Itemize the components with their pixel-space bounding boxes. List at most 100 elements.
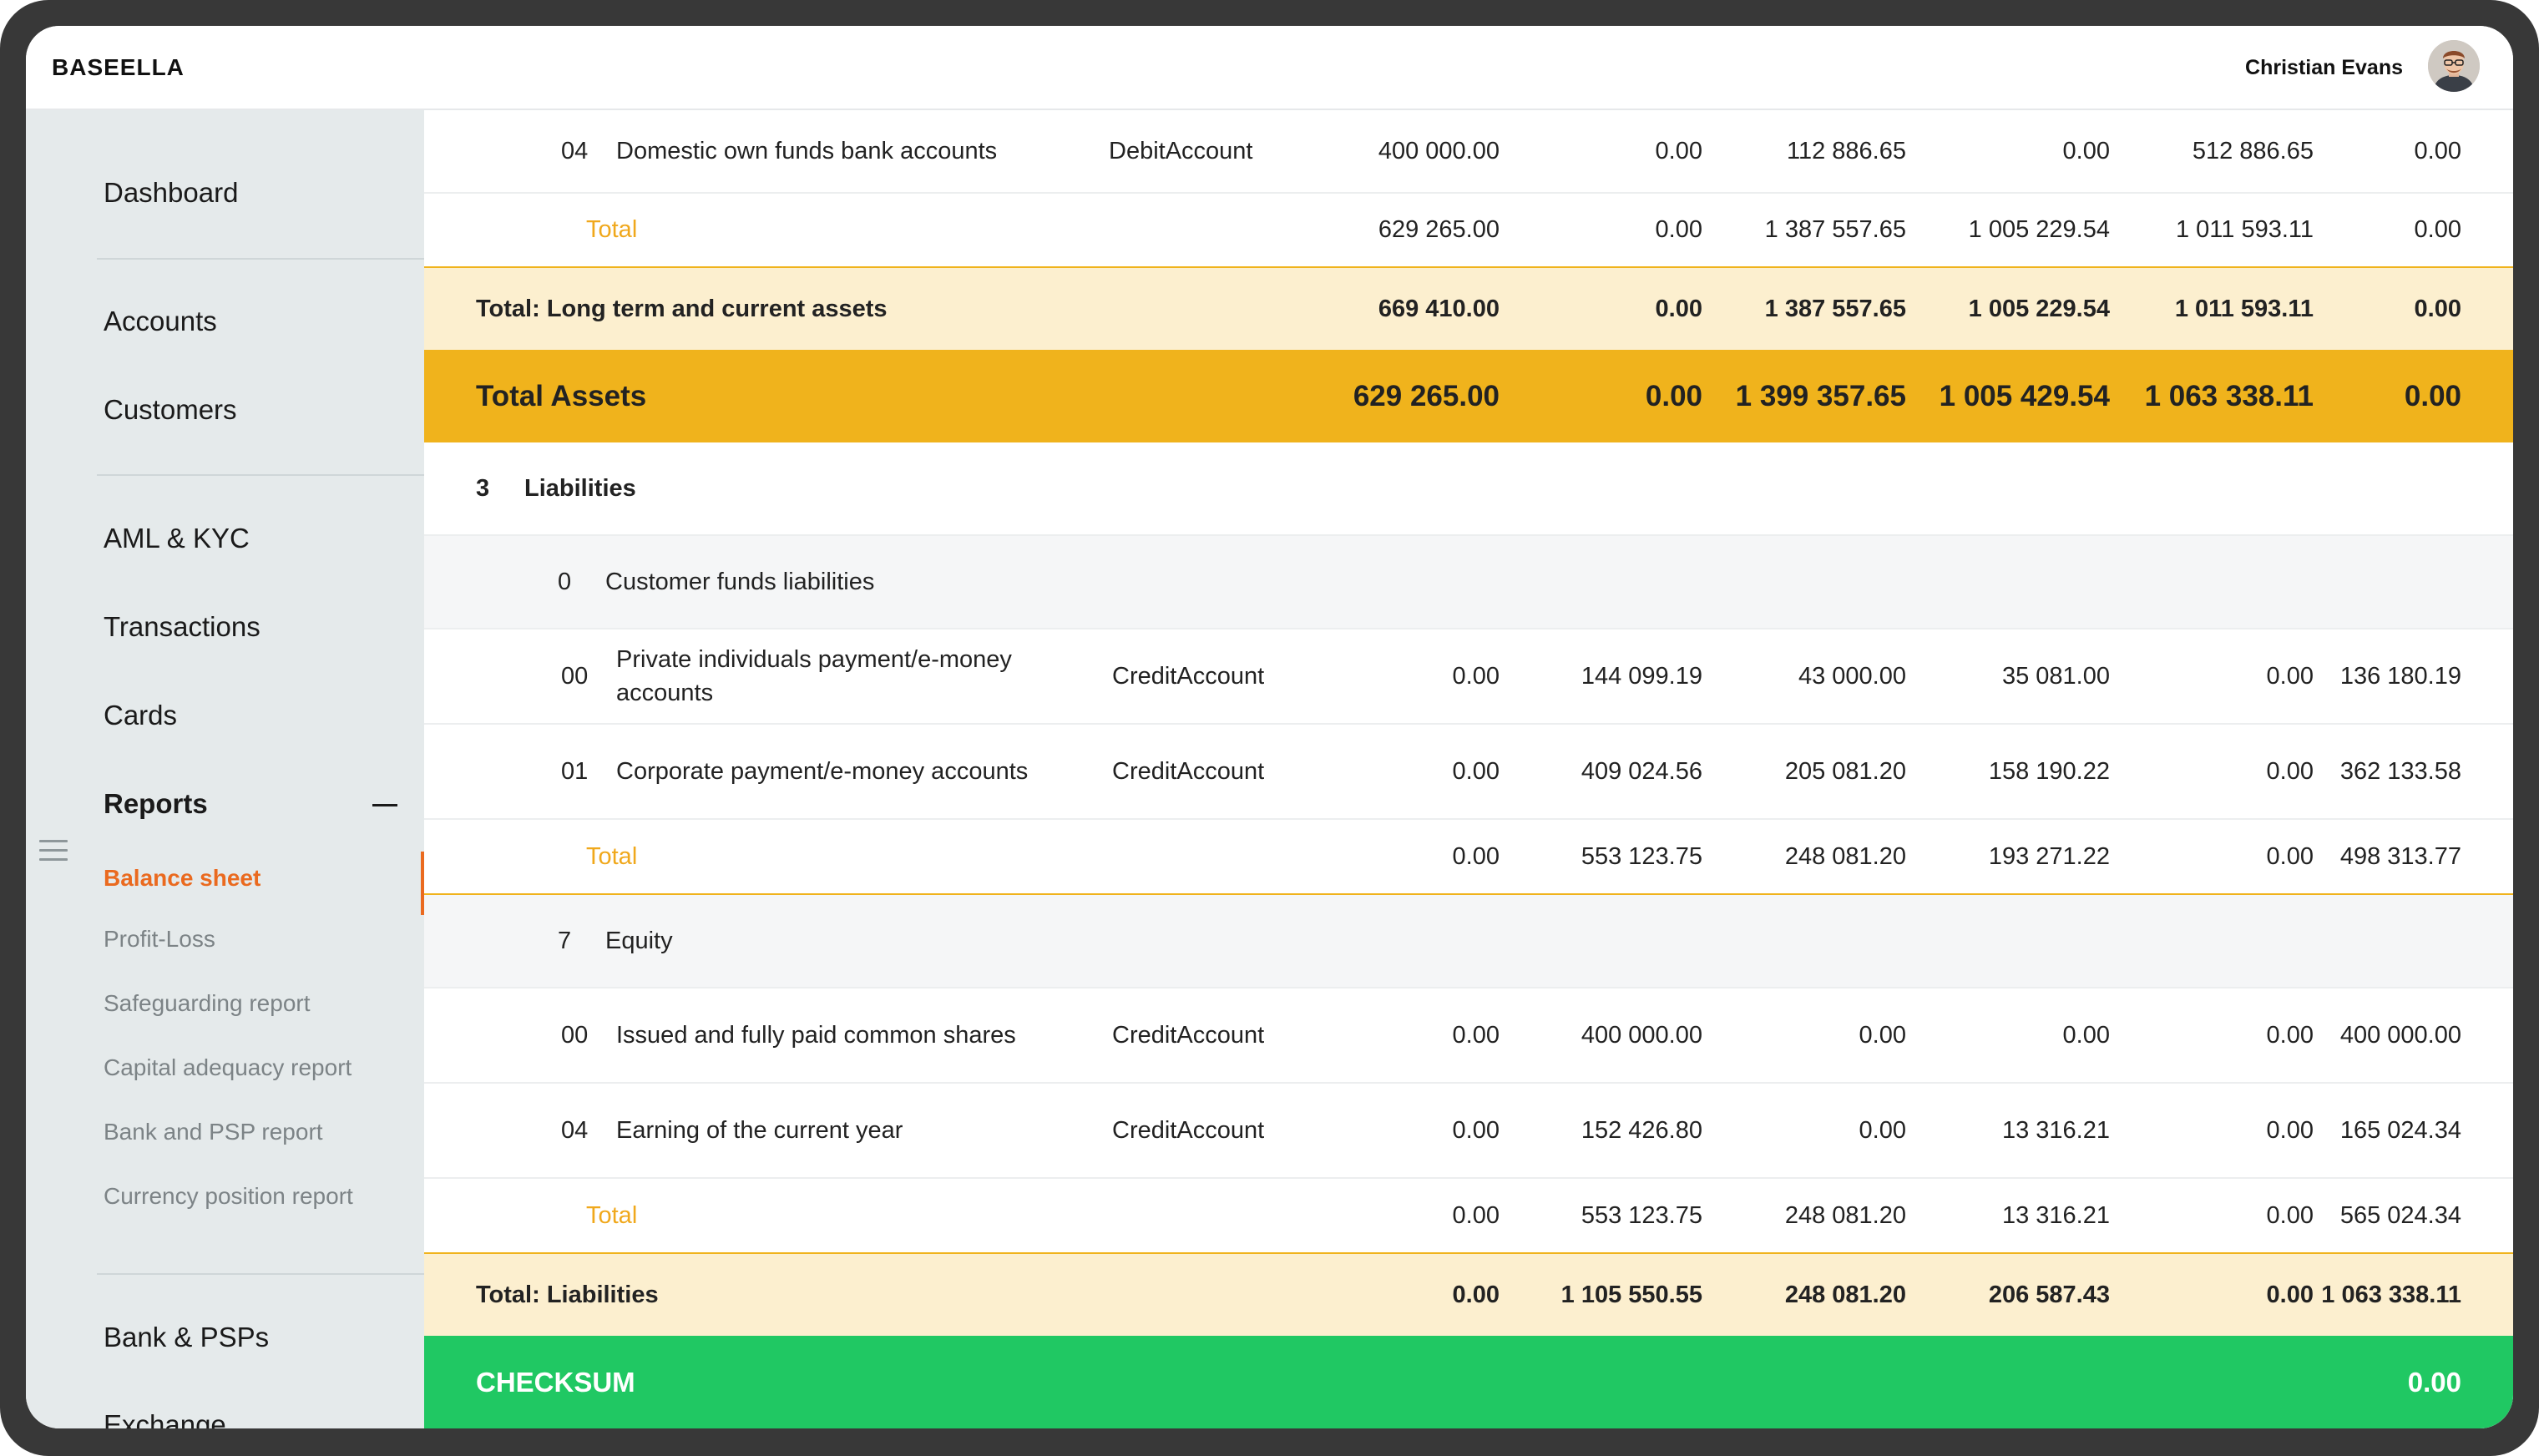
cell-value: 205 081.20 (1784, 757, 1906, 785)
cell-value: 0.00 (1655, 137, 1702, 164)
account-type: CreditAccount (1112, 757, 1265, 785)
sidebar-item-customers[interactable]: Customers (104, 394, 237, 425)
account-code: 01 (561, 757, 589, 785)
cell-value: 1 387 557.65 (1764, 216, 1906, 243)
cell-value: 43 000.00 (1798, 662, 1906, 690)
cell-value: 1 005 429.54 (1939, 379, 2110, 412)
cell-value: 165 024.34 (2339, 1116, 2461, 1144)
section-code: 3 (476, 474, 490, 502)
active-indicator (421, 852, 424, 915)
group-code: 0 (558, 568, 572, 595)
subtotal-row: Total 0.00 553 123.75 248 081.20 13 316.… (424, 1179, 2513, 1254)
cell-value: 0.00 (2414, 295, 2461, 322)
account-code: 00 (561, 1021, 589, 1049)
cell-value: 0.00 (2266, 1116, 2314, 1144)
cell-value: 35 081.00 (2001, 662, 2110, 690)
cell-value: 512 886.65 (2192, 137, 2314, 164)
sidebar-item-aml-kyc[interactable]: AML & KYC (104, 523, 250, 554)
cell-value: 0.00 (2266, 1201, 2314, 1229)
sidebar-item-exchange[interactable]: Exchange (104, 1409, 226, 1428)
cell-value: 400 000.00 (1581, 1021, 1702, 1049)
account-name: Issued and fully paid common shares (616, 1021, 1016, 1049)
account-code: 00 (561, 662, 589, 690)
table-row[interactable]: 04 Domestic own funds bank accounts Debi… (424, 110, 2513, 194)
subtotal-label: Total (586, 216, 638, 243)
account-type: DebitAccount (1109, 137, 1253, 164)
sidebar-subitem-profit-loss[interactable]: Profit-Loss (104, 926, 215, 952)
subtotal-label: Total (586, 842, 638, 870)
balance-sheet-table: 04 Domestic own funds bank accounts Debi… (424, 110, 2513, 1428)
cell-value: 629 265.00 (1353, 379, 1500, 412)
avatar[interactable] (2428, 40, 2480, 92)
sidebar-divider (97, 474, 424, 476)
cell-value: 553 123.75 (1581, 842, 1702, 870)
sidebar-item-accounts[interactable]: Accounts (104, 306, 217, 336)
section-row[interactable]: 3 Liabilities (424, 442, 2513, 536)
cell-value: 0.00 (1452, 842, 1500, 870)
cell-value: 1 063 338.11 (2321, 1281, 2461, 1308)
sidebar-item-bank-psps[interactable]: Bank & PSPs (104, 1322, 270, 1352)
cell-value: 13 316.21 (2001, 1201, 2110, 1229)
cell-value: 144 099.19 (1581, 662, 1702, 690)
group-row[interactable]: 0 Customer funds liabilities (424, 536, 2513, 629)
cell-value: 13 316.21 (2001, 1116, 2110, 1144)
cell-value: 0.00 (1452, 1201, 1500, 1229)
total-row: Total: Long term and current assets 669 … (424, 268, 2513, 350)
sidebar-item-transactions[interactable]: Transactions (104, 611, 260, 642)
cell-value: 409 024.56 (1581, 757, 1702, 785)
group-name: Equity (605, 927, 673, 954)
cell-value: 0.00 (2062, 1021, 2110, 1049)
section-name: Liabilities (524, 474, 636, 502)
cell-value: 0.00 (1452, 757, 1500, 785)
account-code: 04 (561, 1116, 589, 1144)
cell-value: 206 587.43 (1988, 1281, 2110, 1308)
cell-value: 248 081.20 (1784, 842, 1906, 870)
brand-logo[interactable]: BASEELLA (52, 54, 185, 80)
sidebar-subitem-balance-sheet[interactable]: Balance sheet (104, 865, 261, 891)
cell-value: 248 081.20 (1784, 1201, 1906, 1229)
menu-icon[interactable] (39, 840, 68, 863)
cell-value: 0.00 (1655, 216, 1702, 243)
cell-value: 553 123.75 (1581, 1201, 1702, 1229)
cell-value: 0.00 (2414, 137, 2461, 164)
total-label: Total: Long term and current assets (476, 295, 888, 322)
collapse-minus-icon[interactable] (372, 804, 397, 806)
total-label: Total: Liabilities (476, 1281, 659, 1308)
cell-value: 0.00 (1452, 1281, 1500, 1308)
cell-value: 1 387 557.65 (1764, 295, 1906, 322)
user-name[interactable]: Christian Evans (2245, 56, 2403, 79)
group-row[interactable]: 7 Equity (424, 895, 2513, 988)
sidebar-item-reports[interactable]: Reports (104, 788, 208, 819)
cell-value: 1 105 550.55 (1560, 1281, 1702, 1308)
sidebar-item-dashboard[interactable]: Dashboard (104, 177, 239, 208)
account-name: Corporate payment/e-money accounts (616, 757, 1029, 785)
sidebar-subitem-capital-adequacy[interactable]: Capital adequacy report (104, 1054, 352, 1080)
account-code: 04 (561, 137, 589, 164)
account-name: Domestic own funds bank accounts (616, 137, 998, 164)
account-type: CreditAccount (1112, 662, 1265, 690)
cell-value: 0.00 (2414, 216, 2461, 243)
account-type: CreditAccount (1112, 1021, 1265, 1049)
cell-value: 0.00 (1452, 1021, 1500, 1049)
checksum-value: 0.00 (2407, 1366, 2461, 1398)
cell-value: 565 024.34 (2339, 1201, 2461, 1229)
table-row[interactable]: 00 Issued and fully paid common shares C… (424, 988, 2513, 1084)
cell-value: 0.00 (1452, 1116, 1500, 1144)
cell-value: 248 081.20 (1784, 1281, 1906, 1308)
subtotal-row: Total 0.00 553 123.75 248 081.20 193 271… (424, 820, 2513, 895)
sidebar-subitem-currency-position[interactable]: Currency position report (104, 1183, 353, 1209)
cell-value: 158 190.22 (1988, 757, 2110, 785)
total-assets-row: Total Assets 629 265.00 0.00 1 399 357.6… (424, 350, 2513, 442)
sidebar-item-cards[interactable]: Cards (104, 700, 178, 731)
sidebar-subitem-safeguarding[interactable]: Safeguarding report (104, 990, 311, 1016)
table-row[interactable]: 04 Earning of the current year CreditAcc… (424, 1084, 2513, 1179)
top-header: BASEELLA Christian Evans (26, 26, 2513, 110)
cell-value: 0.00 (1859, 1021, 1906, 1049)
account-type: CreditAccount (1112, 1116, 1265, 1144)
cell-value: 0.00 (2404, 379, 2461, 412)
cell-value: 112 886.65 (1787, 137, 1906, 164)
sidebar-subitem-bank-psp[interactable]: Bank and PSP report (104, 1119, 323, 1145)
table-row[interactable]: 01 Corporate payment/e-money accounts Cr… (424, 725, 2513, 820)
table-row[interactable]: 00 Private individuals payment/e-money a… (424, 629, 2513, 725)
